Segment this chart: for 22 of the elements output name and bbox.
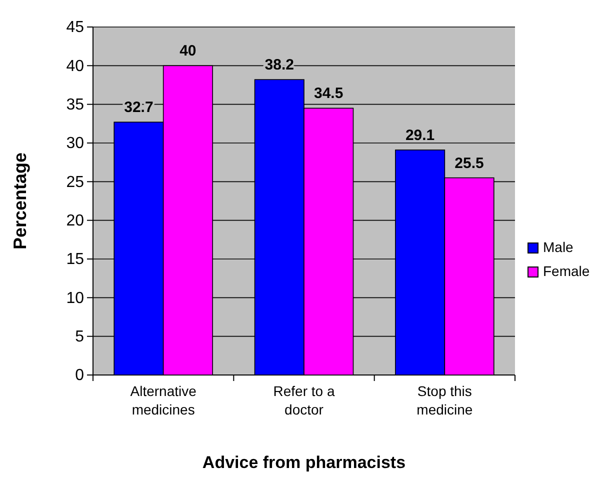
y-tick-label: 40 <box>66 58 84 75</box>
data-label: 32.7 <box>124 99 154 116</box>
y-tick-label: 0 <box>75 367 84 384</box>
x-axis-title: Advice from pharmacists <box>202 453 406 472</box>
x-tick-label: Refer to a doctor <box>273 383 335 418</box>
y-axis-title: Percentage <box>10 152 30 250</box>
y-tick-label: 10 <box>66 290 84 307</box>
y-tick-label: 20 <box>66 212 84 230</box>
x-tick-label: Alternative medicines <box>130 383 197 418</box>
y-tick-label: 45 <box>66 19 84 36</box>
data-label: 29.1 <box>405 126 435 144</box>
y-tick-label: 35 <box>66 96 84 114</box>
legend-label: Female <box>543 263 590 279</box>
data-label: 25.5 <box>454 154 484 172</box>
y-tick-label: 5 <box>75 328 84 346</box>
legend-label: Male <box>543 239 574 255</box>
x-tick-label: Stop this medicine <box>416 383 473 418</box>
y-tick-label: 25 <box>66 174 84 191</box>
data-label: 40 <box>180 42 196 60</box>
data-label: 34.5 <box>314 85 344 102</box>
y-tick-label: 15 <box>66 251 84 268</box>
y-tick-label: 30 <box>66 135 84 152</box>
